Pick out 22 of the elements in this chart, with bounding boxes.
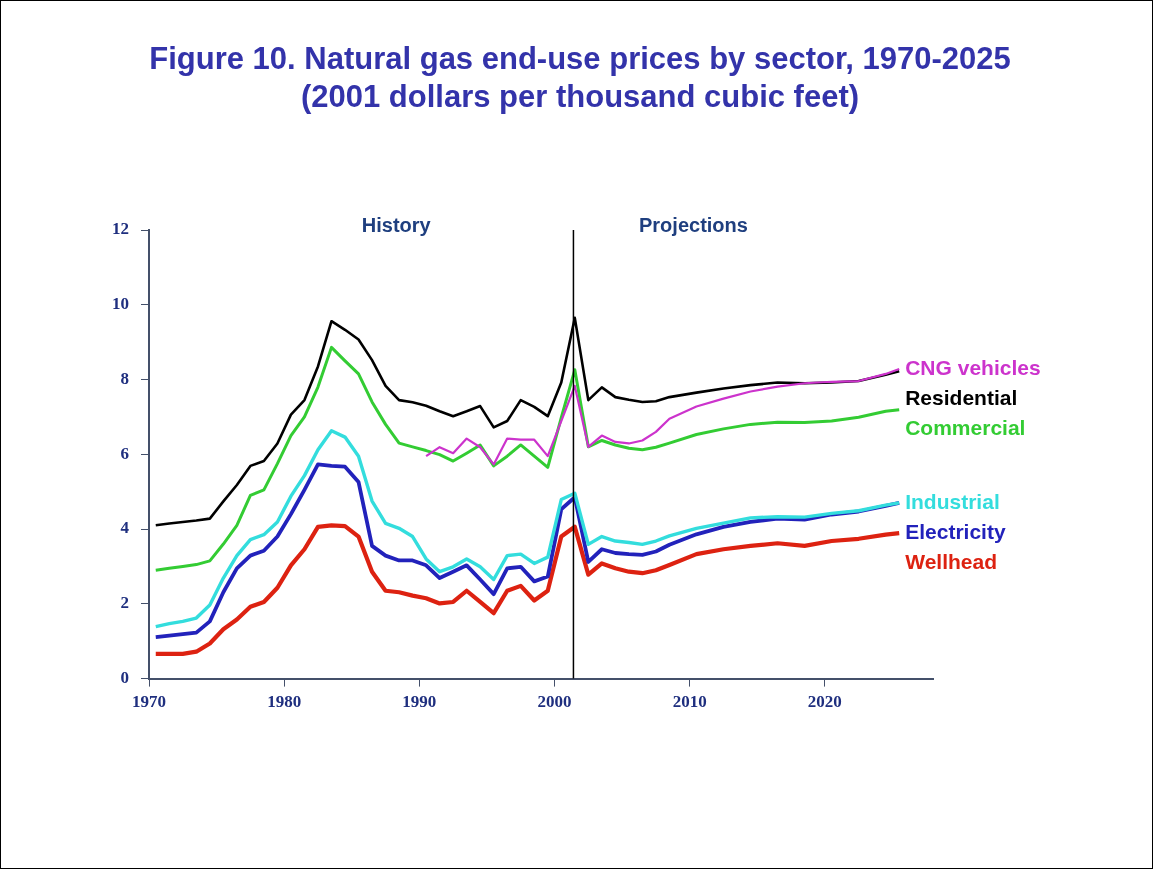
annotation: Projections [638,213,748,236]
series-label: Residential [905,385,1018,409]
y-tick-label: 2 [120,593,129,613]
chart-title: Figure 10. Natural gas end-use prices by sector, 1970-2025 (2001 dollars per thousand cubic feet) [148,40,1012,116]
series-label: Wellhead [905,549,998,573]
y-tick-label: 8 [120,368,129,388]
x-tick-label: 1990 [402,692,437,712]
series-label: Commercial [905,415,1026,439]
series-label: CNG vehicles [905,355,1041,379]
y-tick-label: 0 [120,667,129,687]
annotation: History [361,213,432,236]
y-tick-label: 12 [112,219,129,239]
series-label: Industrial [905,489,1000,513]
x-tick-label: 2000 [537,692,572,712]
x-tick-label: 2010 [672,692,707,712]
x-tick-label: 1970 [132,692,166,712]
y-tick-label: 4 [120,518,130,538]
series-label: Electricity [905,519,1006,543]
y-tick-label: 6 [120,443,129,463]
y-tick-label: 10 [112,294,129,314]
x-tick-label: 2020 [807,692,842,712]
x-tick-label: 1980 [267,692,302,712]
